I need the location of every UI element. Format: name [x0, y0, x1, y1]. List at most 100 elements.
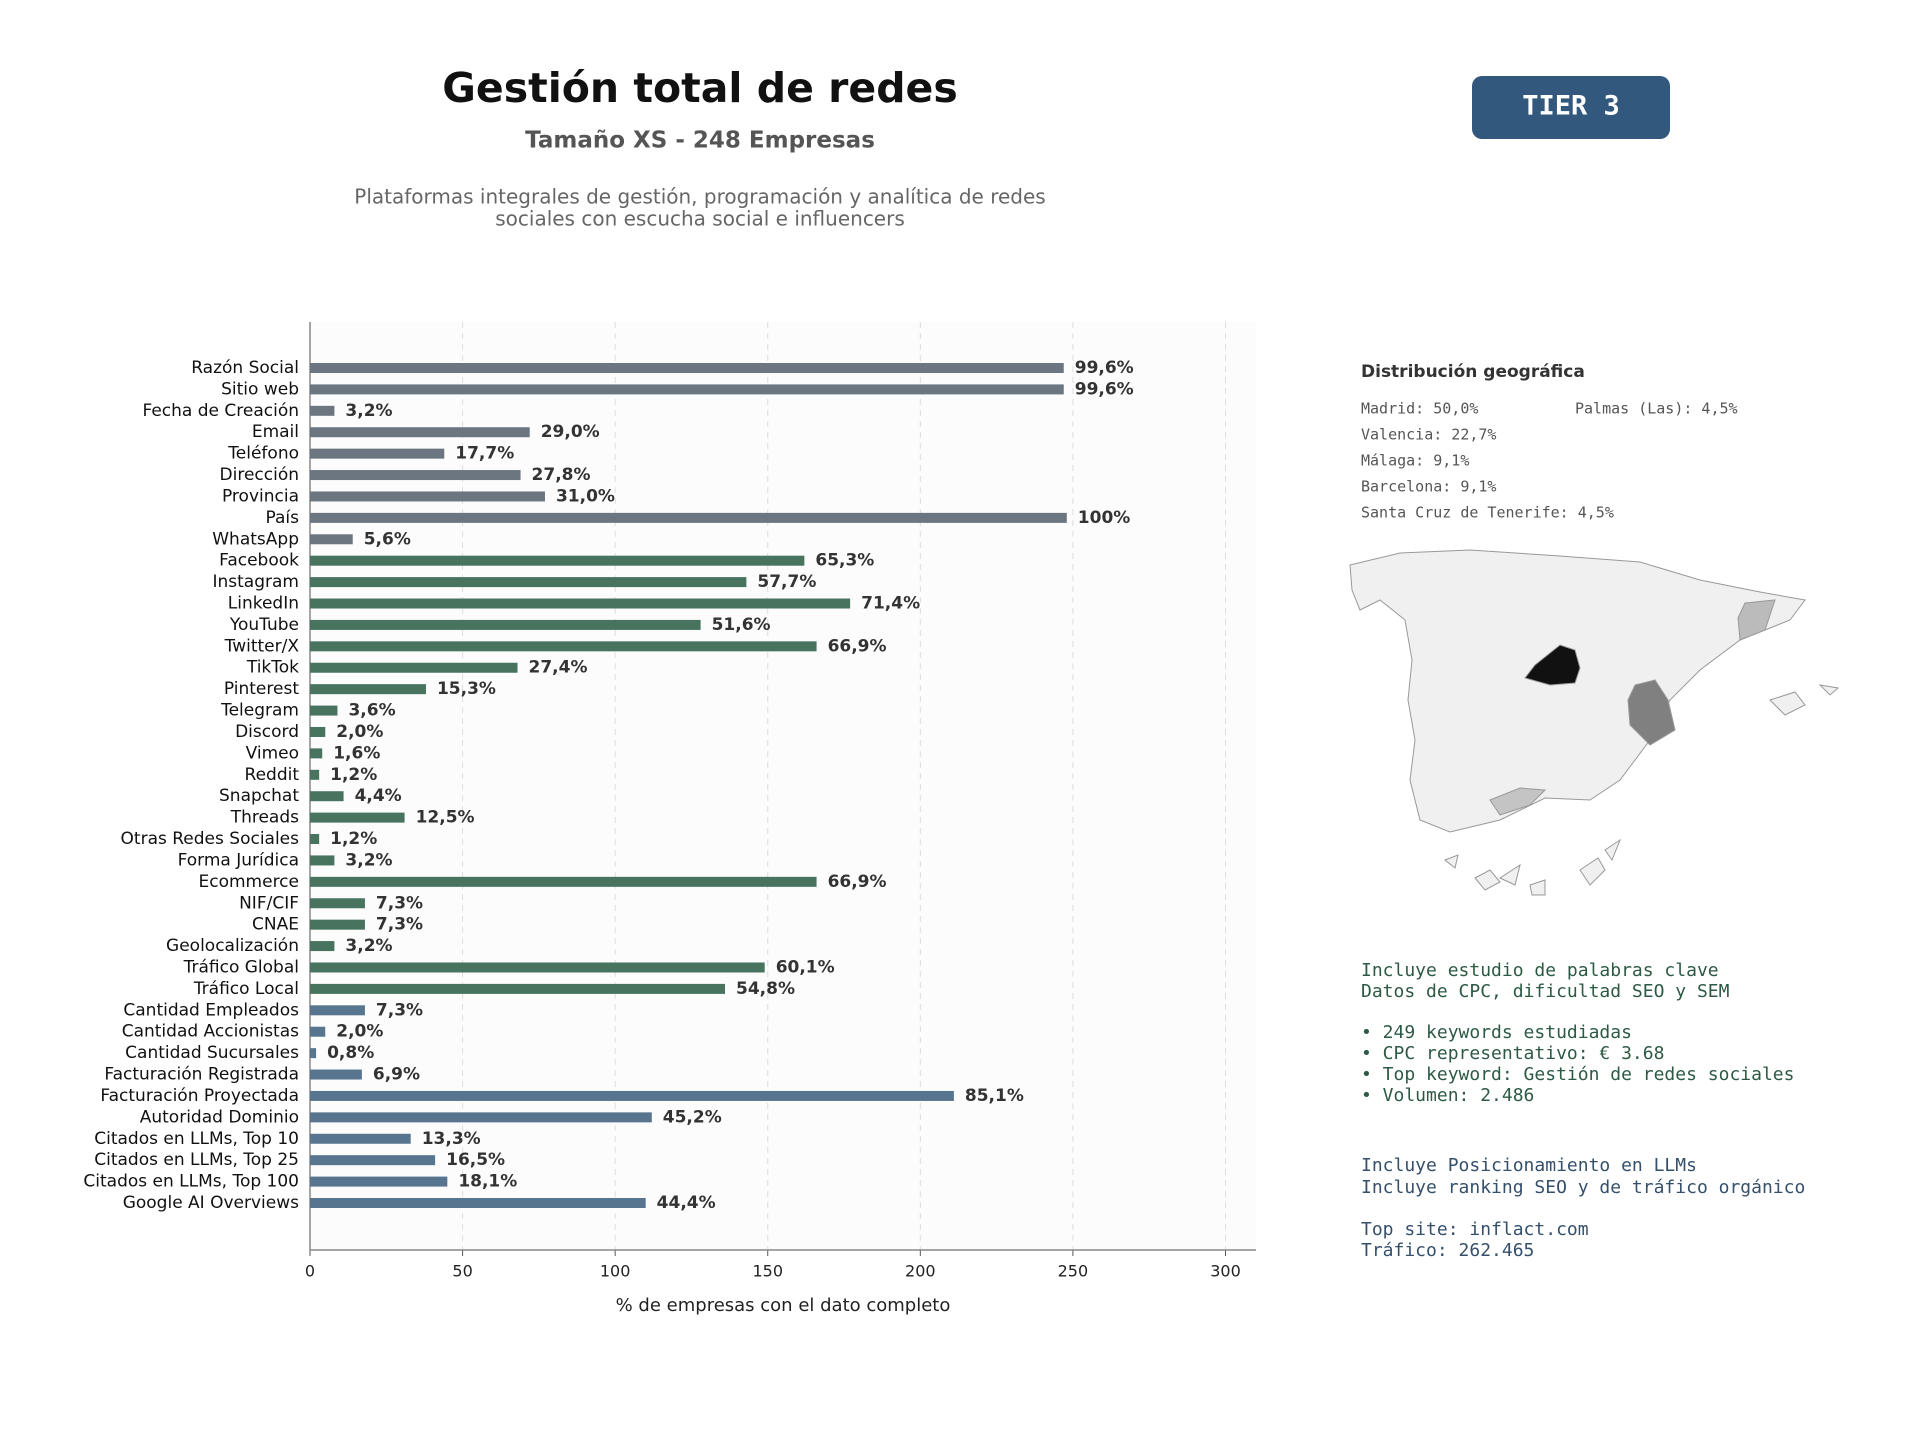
bar [310, 384, 1064, 395]
bar [310, 1048, 317, 1059]
bar [310, 470, 521, 481]
bar [310, 983, 726, 994]
value-label: 29,0% [541, 422, 600, 442]
geo-title: Distribución geográfica [1361, 362, 1585, 382]
x-tick-label: 50 [452, 1262, 472, 1281]
bar [310, 876, 817, 887]
bar [310, 1090, 954, 1101]
chart-title: Gestión total de redes [442, 64, 958, 112]
value-label: 45,2% [663, 1107, 722, 1127]
bar [310, 1069, 362, 1080]
y-tick-label: Facturación Registrada [104, 1065, 299, 1085]
bar [310, 662, 518, 673]
bar [310, 769, 320, 780]
plot-bg [310, 322, 1256, 1250]
y-tick-label: Sitio web [221, 379, 299, 399]
description: Plataformas integrales de gestión, progr… [354, 185, 1045, 209]
bar [310, 1112, 652, 1123]
x-tick-label: 0 [305, 1262, 315, 1281]
y-tick-label: TikTok [246, 658, 299, 678]
y-tick-label: Provincia [222, 486, 299, 506]
value-label: 6,9% [373, 1065, 420, 1085]
note: • 249 keywords estudiadas [1361, 1022, 1632, 1043]
note: Incluye ranking SEO y de tráfico orgánic… [1361, 1177, 1805, 1198]
bar [310, 1005, 365, 1016]
geo-item: Santa Cruz de Tenerife: 4,5% [1361, 504, 1614, 522]
y-tick-label: Citados en LLMs, Top 25 [94, 1150, 299, 1170]
value-label: 3,2% [345, 936, 392, 956]
bar [310, 1026, 326, 1037]
geo-item: Barcelona: 9,1% [1361, 478, 1496, 496]
bar [310, 491, 545, 502]
y-tick-label: Vimeo [246, 743, 299, 763]
bar [310, 748, 323, 759]
bar [310, 705, 338, 716]
value-label: 2,0% [336, 722, 383, 742]
y-tick-label: Google AI Overviews [123, 1193, 299, 1213]
y-tick-label: Discord [235, 722, 299, 742]
note: • CPC representativo: € 3.68 [1361, 1043, 1664, 1064]
value-label: 15,3% [437, 679, 496, 699]
bar [310, 448, 445, 459]
y-tick-label: Cantidad Sucursales [125, 1043, 299, 1063]
note: Datos de CPC, dificultad SEO y SEM [1361, 981, 1730, 1002]
bar [310, 834, 320, 845]
value-label: 13,3% [422, 1129, 481, 1149]
value-label: 100% [1078, 508, 1131, 528]
value-label: 3,2% [345, 850, 392, 870]
bar [310, 855, 335, 866]
value-label: 27,8% [532, 465, 591, 485]
value-label: 66,9% [828, 636, 887, 656]
y-tick-label: Geolocalización [166, 936, 299, 956]
geo-item: Málaga: 9,1% [1361, 452, 1469, 470]
value-label: 4,4% [355, 786, 402, 806]
value-label: 1,6% [333, 743, 380, 763]
y-tick-label: Otras Redes Sociales [121, 829, 300, 849]
y-tick-label: Email [252, 422, 299, 442]
value-label: 0,8% [327, 1043, 374, 1063]
bar [310, 534, 353, 545]
geo-item: Palmas (Las): 4,5% [1575, 400, 1738, 418]
bar [310, 619, 701, 630]
bar [310, 962, 765, 973]
y-tick-label: Autoridad Dominio [140, 1107, 299, 1127]
y-tick-label: Facturación Proyectada [100, 1086, 299, 1106]
note: • Top keyword: Gestión de redes sociales [1361, 1064, 1794, 1085]
y-tick-label: Ecommerce [199, 872, 300, 892]
bar [310, 427, 530, 438]
y-tick-label: Teléfono [227, 444, 299, 464]
value-label: 7,3% [376, 1000, 423, 1020]
note: Top site: inflact.com [1361, 1219, 1589, 1240]
value-label: 1,2% [330, 765, 377, 785]
bar [310, 919, 365, 930]
y-tick-label: Fecha de Creación [142, 401, 299, 421]
bar [310, 684, 426, 695]
bar [310, 791, 344, 802]
geo-item: Madrid: 50,0% [1361, 400, 1478, 418]
y-tick-label: Dirección [220, 465, 299, 485]
badge-text: TIER 3 [1522, 91, 1620, 122]
bar [310, 812, 405, 823]
value-label: 66,9% [828, 872, 887, 892]
bar [310, 555, 805, 566]
note: Incluye Posicionamiento en LLMs [1361, 1155, 1697, 1176]
map [1349, 549, 1840, 896]
y-tick-label: Citados en LLMs, Top 10 [94, 1129, 299, 1149]
y-tick-label: Pinterest [224, 679, 299, 699]
value-label: 18,1% [458, 1172, 517, 1192]
value-label: 60,1% [776, 957, 835, 977]
value-label: 71,4% [861, 594, 920, 614]
value-label: 99,6% [1075, 358, 1134, 378]
value-label: 3,6% [348, 701, 395, 721]
bar [310, 726, 326, 737]
value-label: 85,1% [965, 1086, 1024, 1106]
value-label: 5,6% [364, 529, 411, 549]
y-tick-label: Facebook [219, 551, 299, 571]
value-label: 99,6% [1075, 379, 1134, 399]
bar [310, 941, 335, 952]
y-tick-label: Forma Jurídica [178, 850, 299, 870]
geo-item: Valencia: 22,7% [1361, 426, 1496, 444]
value-label: 7,3% [376, 893, 423, 913]
subtitle: Tamaño XS - 248 Empresas [525, 128, 875, 154]
x-tick-label: 300 [1210, 1262, 1241, 1281]
